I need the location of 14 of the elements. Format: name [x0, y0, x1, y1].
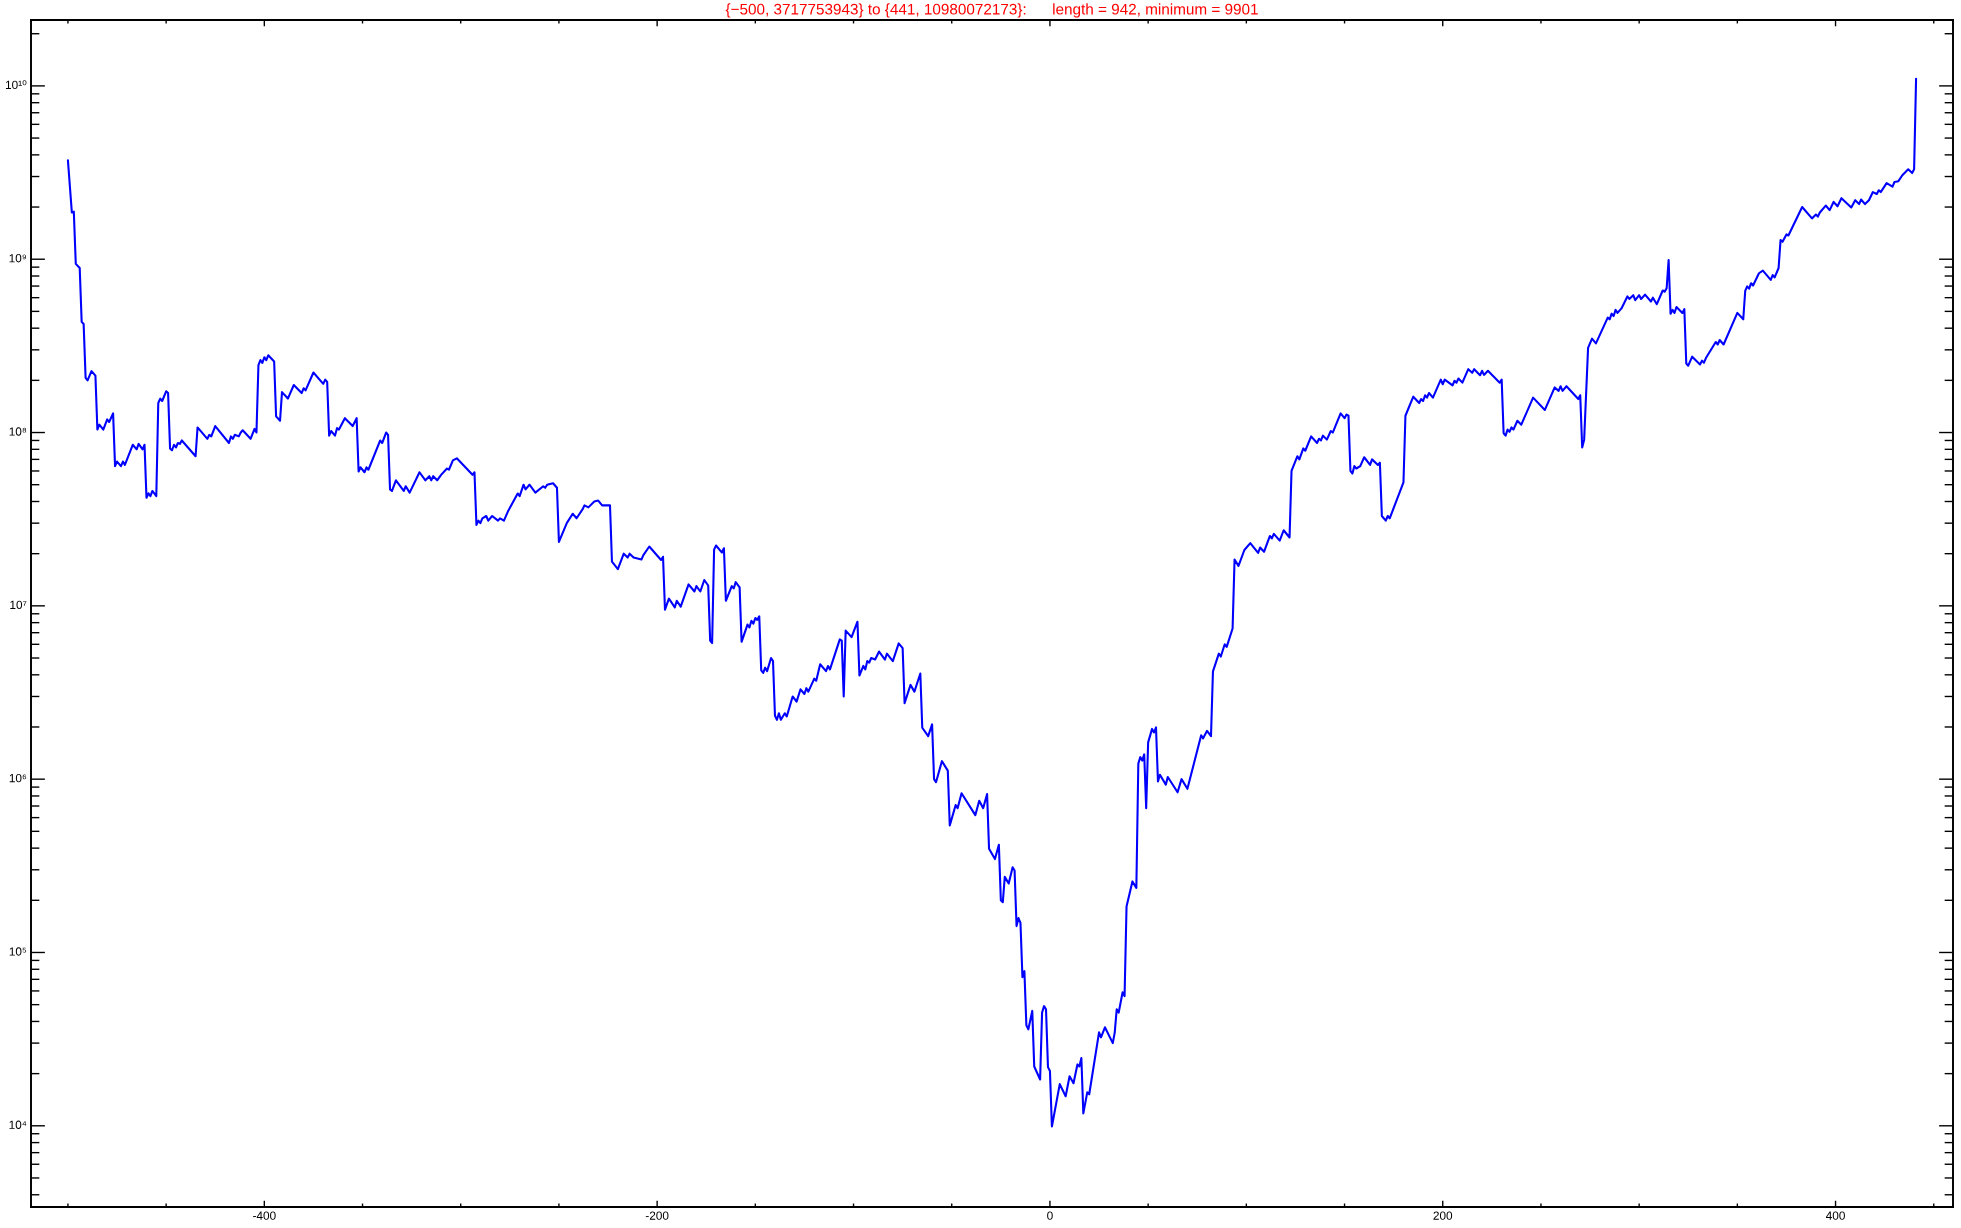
- chart-title: {−500, 3717753943} to {441, 10980072173}: length = 942, minimum = 9901: [725, 3, 1258, 18]
- y-tick-label: 10⁵: [9, 947, 27, 956]
- y-tick-label: 10⁴: [9, 1120, 27, 1129]
- x-tick-label: -400: [253, 1211, 276, 1220]
- y-tick-label: 10⁹: [9, 254, 27, 263]
- x-tick-label: -200: [645, 1211, 669, 1220]
- x-tick-label: 400: [1825, 1211, 1845, 1220]
- y-tick-label: 10⁶: [9, 773, 27, 783]
- y-tick-label: 10⁸: [9, 427, 27, 436]
- y-tick-label: 10⁷: [10, 600, 27, 610]
- line-series: [66, 77, 1918, 1128]
- y-tick-label: 10¹⁰: [5, 80, 27, 90]
- x-tick-label: 0: [1047, 1211, 1053, 1220]
- x-tick-label: 200: [1433, 1211, 1453, 1220]
